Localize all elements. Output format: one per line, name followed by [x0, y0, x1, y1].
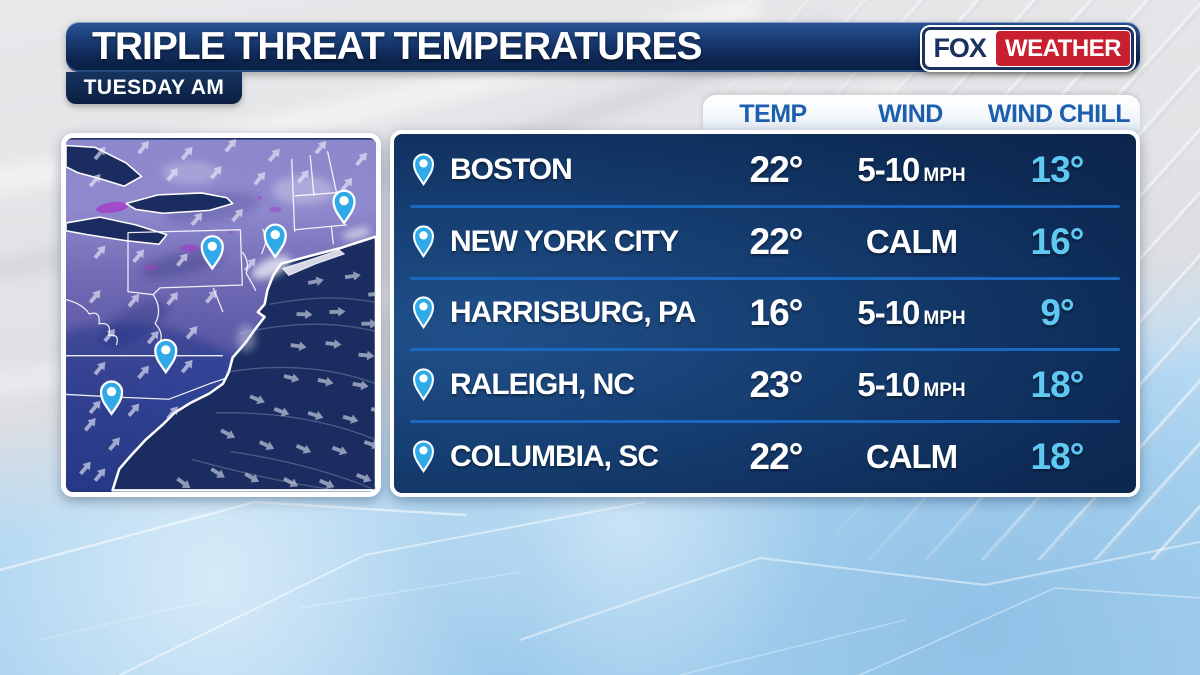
location-pin-icon: [408, 153, 438, 187]
time-badge-label: TUESDAY AM: [83, 76, 225, 99]
page-title: TRIPLE THREAT TEMPERATURES: [92, 25, 703, 68]
table-row: RALEIGH, NC 23° 5-10 MPH 18°: [394, 348, 1136, 421]
wind-unit: MPH: [923, 380, 966, 402]
weather-map: [61, 133, 381, 497]
wind-chill-value: 13°: [1030, 148, 1085, 190]
fox-logo-text: FOX: [933, 33, 987, 63]
wind-value: 5-10 MPH: [845, 366, 978, 404]
city-label: RALEIGH, NC: [450, 368, 635, 402]
table-body: BOSTON 22° 5-10 MPH 13° NEW YORK CITY 22°…: [390, 130, 1140, 497]
table-row: COLUMBIA, SC 22° CALM 18°: [394, 420, 1136, 493]
fox-weather-logo: FOX WEATHER: [920, 25, 1136, 72]
column-header-wind-chill: WIND CHILL: [987, 99, 1131, 128]
temp-value: 22°: [749, 220, 804, 262]
table-row: BOSTON 22° 5-10 MPH 13°: [394, 134, 1136, 206]
location-pin-icon: [408, 296, 438, 330]
wind-chill-value: 16°: [1030, 220, 1085, 262]
wind-unit: MPH: [923, 164, 966, 186]
wind-chill-value: 9°: [1040, 292, 1074, 334]
wind-speed: 5-10: [857, 294, 920, 332]
weather-logo-text: WEATHER: [995, 31, 1130, 66]
city-label: BOSTON: [450, 152, 573, 186]
temp-value: 16°: [749, 292, 804, 334]
wind-value: 5-10 MPH: [845, 151, 978, 189]
title-bar: TRIPLE THREAT TEMPERATURES FOX WEATHER: [66, 22, 1140, 72]
temp-value: 23°: [749, 364, 804, 406]
wind-value: 5-10 MPH: [845, 294, 978, 332]
wind-unit: MPH: [923, 308, 966, 330]
map-pin-new-york-city: [263, 223, 287, 259]
wind-speed: CALM: [865, 438, 958, 476]
city-label: COLUMBIA, SC: [450, 440, 659, 474]
column-header-wind: WIND: [878, 99, 943, 128]
temp-value: 22°: [749, 148, 804, 190]
location-pin-icon: [408, 440, 438, 474]
map-pins: [99, 189, 356, 416]
map-pin-harrisburg: [200, 235, 224, 271]
location-pin-icon: [408, 225, 438, 259]
city-label: HARRISBURG, PA: [450, 296, 696, 330]
wind-chill-value: 18°: [1030, 436, 1085, 478]
wind-speed: 5-10: [857, 366, 920, 404]
wind-value: CALM: [845, 438, 978, 476]
temp-value: 22°: [749, 436, 804, 478]
temperature-table: TEMP WIND WIND CHILL BOSTON 22° 5-10 MPH …: [390, 95, 1140, 497]
map-pin-boston: [332, 189, 356, 225]
table-row: HARRISBURG, PA 16° 5-10 MPH 9°: [394, 276, 1136, 350]
map-pin-raleigh: [154, 338, 178, 375]
table-column-headers: TEMP WIND WIND CHILL: [703, 95, 1140, 133]
table-row: NEW YORK CITY 22° CALM 16°: [394, 204, 1136, 278]
city-label: NEW YORK CITY: [450, 224, 679, 258]
wind-speed: CALM: [865, 222, 958, 260]
wind-speed: 5-10: [857, 150, 920, 188]
wind-value: CALM: [845, 223, 978, 261]
location-pin-icon: [408, 368, 438, 402]
time-badge: TUESDAY AM: [66, 72, 242, 104]
northeast-weather-map: [66, 138, 376, 492]
map-pin-columbia: [99, 380, 124, 416]
column-header-temp: TEMP: [739, 99, 807, 128]
wind-chill-value: 18°: [1030, 364, 1085, 406]
